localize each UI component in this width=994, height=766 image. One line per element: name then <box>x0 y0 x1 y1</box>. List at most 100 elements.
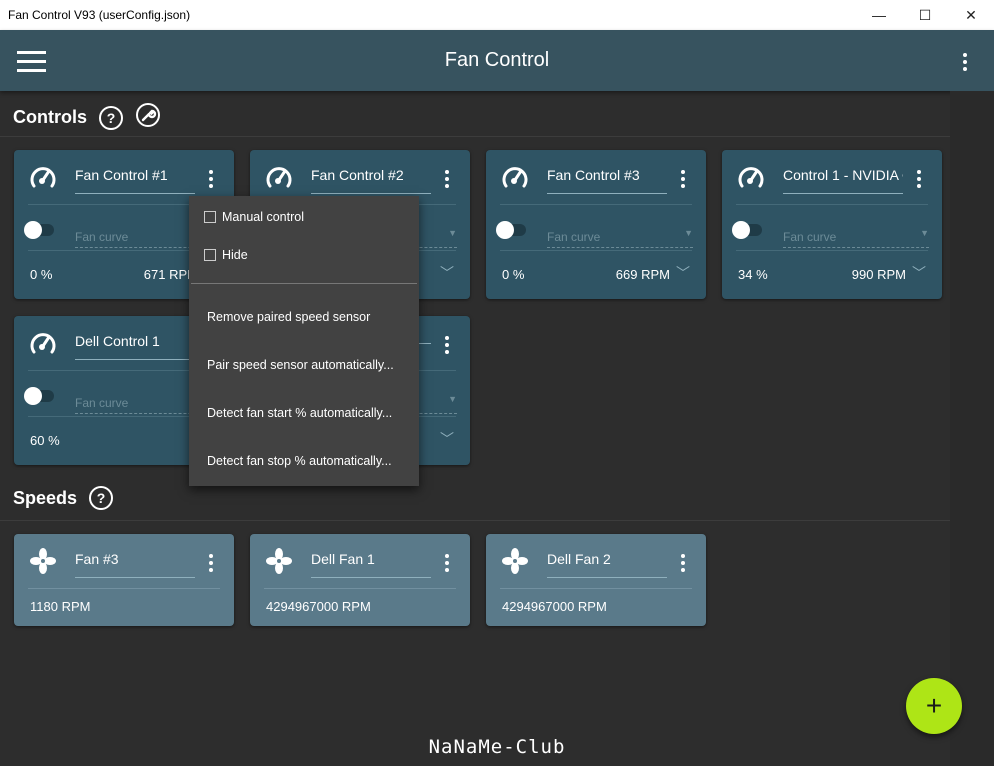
speed-card: Dell Fan 1 4294967000 RPM <box>250 534 470 626</box>
divider <box>28 250 220 251</box>
maximize-button[interactable]: ☐ <box>918 6 932 23</box>
minimize-button[interactable]: — <box>872 7 886 23</box>
more-options-icon[interactable] <box>678 554 688 572</box>
controls-header: Controls ? <box>13 102 161 133</box>
divider <box>264 588 456 589</box>
control-rpm: 669 RPM <box>615 267 670 282</box>
manual-control-checkbox[interactable]: Manual control <box>204 210 304 224</box>
control-card: Control 1 - NVIDIA GPU Fan curve ▼ 34 % 990 … <box>722 150 942 299</box>
watermark: NaNaMe-Club <box>428 736 566 758</box>
fan-icon <box>500 546 530 576</box>
control-percent: 0 % <box>30 267 53 282</box>
menu-item-detect-start[interactable]: Detect fan start % automatically... <box>207 406 393 420</box>
window-titlebar: Fan Control V93 (userConfig.json) — ☐ ✕ <box>0 0 994 30</box>
speed-value: 1180 RPM <box>30 599 91 614</box>
dropdown-arrow-icon: ▼ <box>448 394 457 404</box>
divider <box>28 416 220 417</box>
wrench-icon[interactable] <box>135 102 161 133</box>
manual-toggle[interactable] <box>24 387 54 405</box>
gauge-icon <box>736 162 766 192</box>
fan-curve-label: Fan curve <box>75 230 129 244</box>
more-options-icon[interactable] <box>442 336 452 354</box>
control-name-field[interactable]: Fan Control #3 <box>547 167 667 194</box>
chevron-down-icon[interactable]: ﹀ <box>440 431 454 447</box>
fan-curve-select[interactable]: Fan curve ▼ <box>547 228 693 248</box>
gauge-icon <box>264 162 294 192</box>
chevron-down-icon[interactable]: ﹀ <box>440 265 454 281</box>
menu-divider <box>191 283 417 284</box>
control-rpm: 990 RPM <box>851 267 906 282</box>
fan-curve-select[interactable]: Fan curve ▼ <box>783 228 929 248</box>
controls-title: Controls <box>13 107 87 127</box>
control-name-field[interactable]: Dell Control 1 <box>75 333 195 360</box>
control-rpm: 671 RPM <box>143 267 198 282</box>
hide-label: Hide <box>222 248 248 262</box>
fan-curve-label: Fan curve <box>547 230 601 244</box>
more-options-icon[interactable] <box>914 170 924 188</box>
app-title: Fan Control <box>444 49 550 71</box>
speed-value: 4294967000 RPM <box>266 599 371 614</box>
gauge-icon <box>500 162 530 192</box>
more-options-icon[interactable] <box>206 170 216 188</box>
speed-name-field[interactable]: Dell Fan 1 <box>311 551 431 578</box>
manual-toggle[interactable] <box>496 221 526 239</box>
help-icon[interactable]: ? <box>99 105 123 130</box>
divider <box>500 588 692 589</box>
control-percent: 34 % <box>738 267 768 282</box>
divider <box>736 250 928 251</box>
control-name-field[interactable]: Control 1 - NVIDIA GPU <box>783 167 903 194</box>
control-name-field[interactable]: Fan Control #1 <box>75 167 195 194</box>
speed-card: Fan #3 1180 RPM <box>14 534 234 626</box>
close-button[interactable]: ✕ <box>965 6 977 23</box>
manual-toggle[interactable] <box>732 221 762 239</box>
control-percent: 60 % <box>30 433 60 448</box>
speed-value: 4294967000 RPM <box>502 599 607 614</box>
gauge-icon <box>28 162 58 192</box>
chevron-down-icon[interactable]: ﹀ <box>676 265 690 281</box>
hide-checkbox[interactable]: Hide <box>204 248 248 262</box>
control-card: Fan Control #3 Fan curve ▼ 0 % 669 RPM ﹀ <box>486 150 706 299</box>
dropdown-arrow-icon: ▼ <box>448 228 457 238</box>
chevron-down-icon[interactable]: ﹀ <box>912 265 926 281</box>
window-title: Fan Control V93 (userConfig.json) <box>8 8 191 22</box>
divider <box>500 204 692 205</box>
speed-name-field[interactable]: Fan #3 <box>75 551 195 578</box>
divider <box>0 520 950 521</box>
fan-icon <box>28 546 58 576</box>
manual-toggle[interactable] <box>24 221 54 239</box>
gauge-icon <box>28 328 58 358</box>
speeds-header: Speeds ? <box>13 486 114 510</box>
more-options-icon[interactable] <box>960 53 970 71</box>
more-options-icon[interactable] <box>206 554 216 572</box>
divider <box>500 250 692 251</box>
menu-item-detect-stop[interactable]: Detect fan stop % automatically... <box>207 454 392 468</box>
hamburger-menu-icon[interactable] <box>17 51 46 78</box>
speeds-title: Speeds <box>13 487 78 508</box>
dropdown-arrow-icon: ▼ <box>920 228 929 238</box>
app-bar: Fan Control <box>0 30 994 91</box>
help-icon[interactable]: ? <box>89 486 114 510</box>
divider <box>28 204 220 205</box>
speed-name-field[interactable]: Dell Fan 2 <box>547 551 667 578</box>
scroll-area <box>950 91 994 766</box>
dropdown-arrow-icon: ▼ <box>684 228 693 238</box>
add-button[interactable]: + <box>906 678 962 734</box>
manual-control-label: Manual control <box>222 210 304 224</box>
divider <box>28 370 220 371</box>
more-options-icon[interactable] <box>442 170 452 188</box>
fan-curve-label: Fan curve <box>783 230 837 244</box>
fan-curve-label: Fan curve <box>75 396 129 410</box>
main-content: Controls ? Fan Control #1 Fan curve ▼ 0 % 67… <box>0 91 950 766</box>
control-context-menu: Manual control Hide Remove paired speed … <box>189 196 419 486</box>
menu-item-pair-sensor[interactable]: Pair speed sensor automatically... <box>207 358 394 372</box>
speed-card: Dell Fan 2 4294967000 RPM <box>486 534 706 626</box>
fan-icon <box>264 546 294 576</box>
more-options-icon[interactable] <box>678 170 688 188</box>
menu-item-remove-paired-sensor[interactable]: Remove paired speed sensor <box>207 310 371 324</box>
divider <box>28 588 220 589</box>
control-percent: 0 % <box>502 267 525 282</box>
divider <box>736 204 928 205</box>
control-name-field[interactable]: Fan Control #2 <box>311 167 431 194</box>
more-options-icon[interactable] <box>442 554 452 572</box>
divider <box>0 136 950 137</box>
